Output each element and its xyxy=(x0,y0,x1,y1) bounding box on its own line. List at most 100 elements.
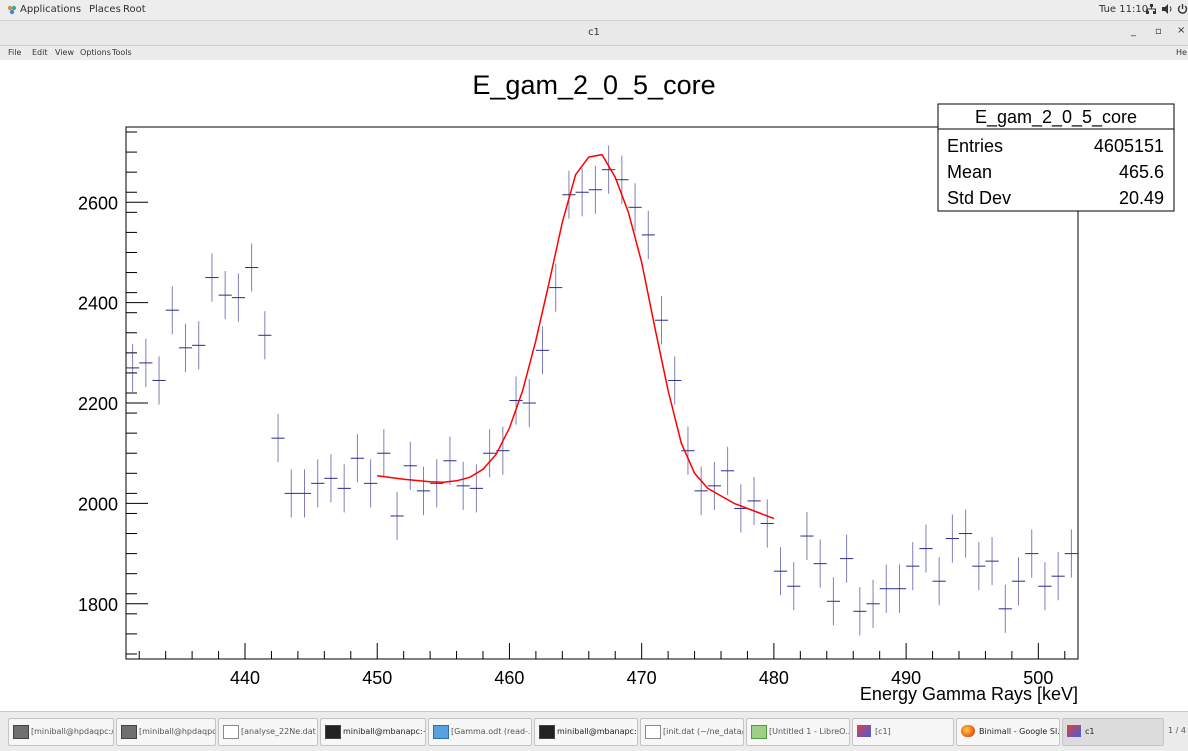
task-analyse-editor[interactable]: [analyse_22Ne.dat (... xyxy=(218,718,318,746)
histogram-point xyxy=(562,171,575,219)
histogram-point xyxy=(840,535,853,583)
y-tick-label: 2400 xyxy=(78,294,118,314)
histogram-point xyxy=(311,459,324,507)
histogram-point xyxy=(205,253,218,301)
histogram-point xyxy=(893,565,906,613)
task-terminal-4[interactable]: miniball@mbanapc:~... xyxy=(534,718,638,746)
root-canvas[interactable]: E_gam_2_0_5_core 1800 2000 2200 2400 2600 44… xyxy=(0,60,1188,711)
histogram-point xyxy=(179,324,192,372)
writer-icon xyxy=(433,725,449,739)
histogram-point xyxy=(351,434,364,482)
histogram-point xyxy=(747,477,760,525)
menu-view[interactable]: View xyxy=(55,48,74,57)
histogram-point xyxy=(523,379,536,427)
x-tick-label: 480 xyxy=(759,668,789,688)
histogram-point xyxy=(430,459,443,507)
menu-file[interactable]: File xyxy=(8,48,21,57)
histogram-point xyxy=(232,274,245,322)
stats-stddev-label: Std Dev xyxy=(947,188,1011,208)
power-icon[interactable] xyxy=(1177,3,1188,18)
histogram-point xyxy=(192,321,205,369)
histogram-point xyxy=(787,562,800,610)
histogram-point xyxy=(1025,530,1038,578)
text-editor-icon xyxy=(645,725,661,739)
histogram-point xyxy=(166,286,179,334)
histogram-point xyxy=(628,183,641,231)
task-c1-bracketed[interactable]: [c1] xyxy=(852,718,954,746)
task-firefox[interactable]: Binimall - Google Sl... xyxy=(956,718,1060,746)
applications-icon[interactable] xyxy=(6,4,18,19)
histogram-point xyxy=(364,459,377,507)
histogram-point xyxy=(695,467,708,515)
histogram-point xyxy=(1065,530,1078,578)
histogram-point xyxy=(470,464,483,512)
menu-tools[interactable]: Tools xyxy=(112,48,132,57)
y-tick-label: 2000 xyxy=(78,494,118,514)
x-tick-label: 470 xyxy=(627,668,657,688)
histogram-point xyxy=(271,414,284,462)
menu-edit[interactable]: Edit xyxy=(32,48,48,57)
histogram-point xyxy=(959,509,972,557)
histogram-point xyxy=(390,492,403,540)
histogram-point xyxy=(814,540,827,588)
terminal-icon xyxy=(539,725,555,739)
task-terminal-3[interactable]: miniball@mbanapc:~... xyxy=(320,718,426,746)
task-terminal-1[interactable]: [miniball@hpdaqpc:/... xyxy=(8,718,114,746)
histogram-point xyxy=(642,211,655,259)
text-editor-icon xyxy=(223,725,239,739)
y-axis: 1800 2000 2200 2400 2600 xyxy=(78,132,148,654)
histogram-point xyxy=(602,146,615,194)
histogram-point xyxy=(338,464,351,512)
close-button[interactable]: × xyxy=(1177,25,1185,36)
histogram-point xyxy=(985,537,998,585)
network-icon[interactable] xyxy=(1145,3,1157,18)
workspace-indicator[interactable]: 1 / 4 xyxy=(1168,726,1186,735)
task-terminal-2[interactable]: [miniball@hpdaqpc:/... xyxy=(116,718,216,746)
task-c1-active[interactable]: c1 xyxy=(1062,718,1164,746)
x-axis-label: Energy Gamma Rays [keV] xyxy=(860,684,1078,704)
firefox-icon xyxy=(961,725,975,737)
histogram-point xyxy=(152,356,165,404)
x-tick-label: 440 xyxy=(230,668,260,688)
stats-box[interactable]: E_gam_2_0_5_core Entries 4605151 Mean 46… xyxy=(938,104,1174,211)
histogram-point xyxy=(827,577,840,625)
x-tick-label: 450 xyxy=(362,668,392,688)
histogram-point xyxy=(999,585,1012,633)
histogram-point xyxy=(219,271,232,319)
root-menu[interactable]: Root xyxy=(123,4,146,15)
histogram-point xyxy=(1012,557,1025,605)
menu-bar: File Edit View Options Tools He xyxy=(0,46,1188,60)
histogram-point xyxy=(589,166,602,214)
histogram-point xyxy=(126,344,139,392)
stats-mean-value: 465.6 xyxy=(1119,162,1164,182)
histogram-point xyxy=(972,542,985,590)
maximize-button[interactable]: ▫ xyxy=(1155,26,1162,37)
applications-menu[interactable]: Applications xyxy=(20,4,81,15)
volume-icon[interactable] xyxy=(1161,3,1173,18)
clock[interactable]: Tue 11:10 xyxy=(1099,4,1148,15)
histogram-point xyxy=(576,168,589,216)
stats-mean-label: Mean xyxy=(947,162,992,182)
histogram-point xyxy=(919,524,932,572)
terminal-icon xyxy=(13,725,29,739)
x-axis: 440 450 460 470 480 490 500 xyxy=(139,643,1065,688)
menu-options[interactable]: Options xyxy=(80,48,111,57)
stats-title: E_gam_2_0_5_core xyxy=(975,107,1137,128)
histogram-point xyxy=(933,557,946,605)
histogram-point xyxy=(866,580,879,628)
histogram-plot[interactable]: E_gam_2_0_5_core 1800 2000 2200 2400 2600 44… xyxy=(0,60,1188,711)
task-init-editor[interactable]: [init.dat (~/ne_data/... xyxy=(640,718,744,746)
y-tick-label: 1800 xyxy=(78,595,118,615)
histogram-point xyxy=(774,547,787,595)
minimize-button[interactable]: _ xyxy=(1131,26,1136,37)
places-menu[interactable]: Places xyxy=(89,4,121,15)
y-tick-label: 2600 xyxy=(78,193,118,213)
task-gamma-odt[interactable]: [Gamma.odt (read-... xyxy=(428,718,532,746)
histogram-point xyxy=(1038,562,1051,610)
window-titlebar: c1 _ ▫ × xyxy=(0,21,1188,46)
task-libreoffice-calc[interactable]: [Untitled 1 - LibreO... xyxy=(746,718,850,746)
system-top-bar: Applications Places Root Tue 11:10 xyxy=(0,0,1188,21)
menu-help[interactable]: He xyxy=(1176,48,1187,57)
histogram-point xyxy=(457,462,470,510)
histogram-point xyxy=(1052,552,1065,600)
